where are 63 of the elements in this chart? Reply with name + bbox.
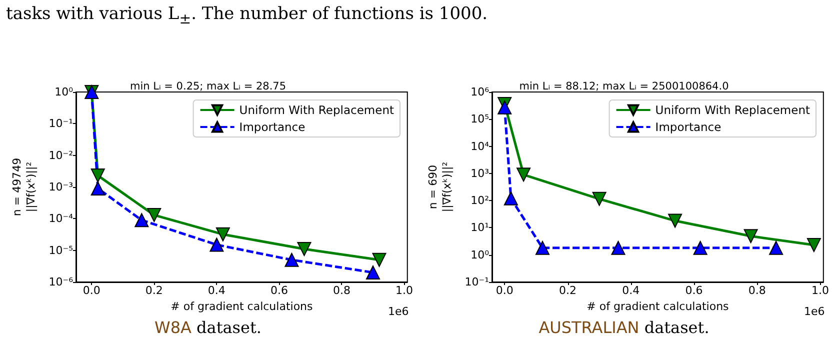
point <box>592 192 606 206</box>
x-tick-label: 0.4 <box>208 284 226 297</box>
point <box>297 242 312 256</box>
y-axis-title: n = 49749 ||∇f(xᵏ)||² <box>10 158 38 216</box>
point <box>372 252 386 267</box>
y-tick-label: 10⁻⁴ <box>48 212 74 226</box>
point <box>769 240 784 255</box>
point <box>536 240 550 255</box>
y-tick-label: 10³ <box>470 166 489 180</box>
x-tick-label: 0.0 <box>82 284 100 297</box>
y-tick-label: 10⁵ <box>470 112 489 126</box>
legend-label: Uniform With Replacement <box>655 103 810 117</box>
point <box>134 213 149 228</box>
x-tick-label: 0.6 <box>685 284 703 297</box>
point <box>210 238 224 252</box>
y-tick-label: 10⁻⁵ <box>48 244 73 257</box>
text: 1e6 <box>804 305 825 318</box>
y-tick-label: 10⁴ <box>470 140 490 153</box>
legend-label: Importance <box>239 120 306 134</box>
point <box>147 208 162 222</box>
x-tick-label: 0.0 <box>496 284 514 297</box>
point <box>744 229 758 244</box>
y-tick-label: 10⁻³ <box>48 180 73 194</box>
x-tick-label: 0.4 <box>622 284 640 297</box>
y-tick-label: 10⁶ <box>470 86 490 98</box>
y-tick-label: 10⁻² <box>48 148 73 162</box>
y-tick-label: 10¹ <box>470 221 489 234</box>
y-tick-label: 10⁰ <box>54 86 74 98</box>
y-tick-label: 10⁰ <box>470 248 490 262</box>
y-axis-title: n = 690 ||∇f(xᵏ)||² <box>426 162 454 212</box>
legend-label: Uniform With Replacement <box>239 103 394 117</box>
y-tick-label: 10² <box>470 194 489 208</box>
x-tick-label: 0.2 <box>559 284 576 297</box>
point <box>90 181 105 196</box>
x-axis-title: # of gradient calculations <box>586 300 730 313</box>
point <box>284 252 299 267</box>
text: tasks with various L$_{±}$. The number of functions is 1000. <box>6 4 488 28</box>
chart-title: min Lᵢ = 0.25; max Lᵢ = 28.75 <box>130 80 286 92</box>
x-tick-label: 0.8 <box>332 284 350 297</box>
text: W8A dataset. <box>154 318 262 337</box>
y-tick-label: 10⁻¹ <box>48 117 73 130</box>
x-tick-label: 0.2 <box>145 284 163 297</box>
point <box>611 240 626 255</box>
point <box>668 214 682 228</box>
point <box>498 100 512 114</box>
x-tick-label: 0.8 <box>748 284 766 297</box>
point <box>693 240 708 255</box>
y-tick-label: 10⁻¹ <box>464 276 489 288</box>
chart-title: min Lᵢ = 88.12; max Lᵢ = 2500100864.0 <box>519 80 729 92</box>
x-axis-title: # of gradient calculations <box>170 300 314 313</box>
text: 1e6 <box>388 305 409 318</box>
point <box>504 191 518 206</box>
text: AUSTRALIAN dataset. <box>538 318 710 337</box>
point <box>806 238 821 252</box>
x-tick-label: 1.0 <box>396 284 414 297</box>
point <box>216 227 230 242</box>
y-tick-label: 10⁻⁶ <box>48 276 74 288</box>
legend-label: Importance <box>655 120 722 134</box>
point <box>90 168 105 183</box>
point <box>516 168 531 182</box>
x-tick-label: 0.6 <box>270 284 288 297</box>
x-tick-label: 1.0 <box>812 284 830 297</box>
point <box>366 265 380 280</box>
